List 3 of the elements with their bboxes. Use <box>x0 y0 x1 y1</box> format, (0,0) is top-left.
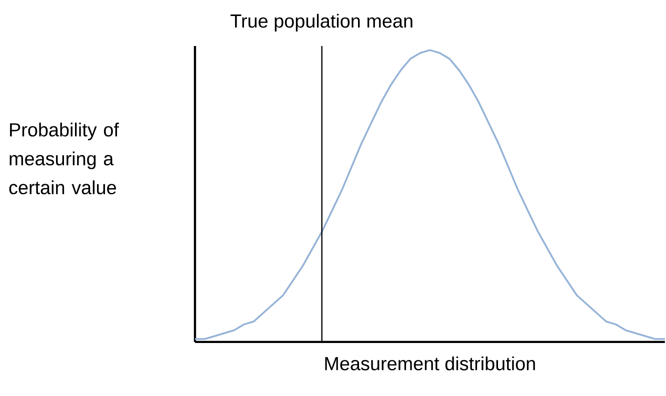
y-axis-title: Probability of measuring a certain value <box>9 122 119 194</box>
x-axis-title: Measurement distribution <box>325 356 535 370</box>
text: True population mean <box>230 14 412 32</box>
